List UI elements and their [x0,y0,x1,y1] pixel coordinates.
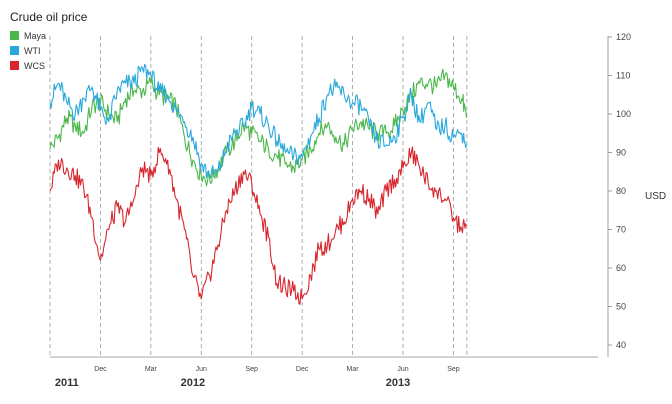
legend-swatch-wcs [10,61,19,70]
month-label-dec: Dec [296,366,309,373]
month-label-mar: Mar [347,366,360,373]
y-tick-label-70: 70 [616,225,626,235]
y-tick-label-60: 60 [616,263,626,273]
month-label-jun: Jun [397,366,408,373]
y-tick-label-100: 100 [616,109,631,119]
chart-title: Crude oil price [10,10,88,24]
y-tick-label-120: 120 [616,32,631,42]
y-tick-label-110: 110 [616,71,630,81]
legend-swatch-wti [10,46,19,55]
y-tick-label-80: 80 [616,186,626,196]
month-label-sep: Sep [245,366,258,373]
series-line-maya [49,68,468,187]
y-axis-ticks: 40 50 60 70 80 90 100 110 120 [608,32,631,350]
month-label-jun: Jun [196,366,207,373]
legend-label-maya: Maya [24,31,46,41]
legend-label-wti: WTI [24,46,41,56]
x-axis-labels: Dec Mar Jun Sep Dec Mar Jun Sep 2011 2012 2013 [55,366,460,389]
month-label-sep: Sep [447,366,460,373]
series-lines [49,64,468,305]
y-tick-label-50: 50 [616,302,626,312]
legend-swatch-maya [10,31,19,40]
year-label-2013: 2013 [386,377,410,389]
month-label-mar: Mar [145,366,158,373]
legend-label-wcs: WCS [24,61,45,71]
legend: Maya WTI WCS [10,31,46,71]
month-gridlines [49,36,468,357]
series-line-wti [49,64,468,179]
y-tick-label-40: 40 [616,340,626,350]
y-axis-unit-label: USD [645,191,666,202]
month-label-dec: Dec [94,366,107,373]
year-label-2012: 2012 [181,377,205,389]
y-tick-label-90: 90 [616,148,626,158]
series-line-wcs [49,146,468,305]
year-label-2011: 2011 [55,377,79,389]
